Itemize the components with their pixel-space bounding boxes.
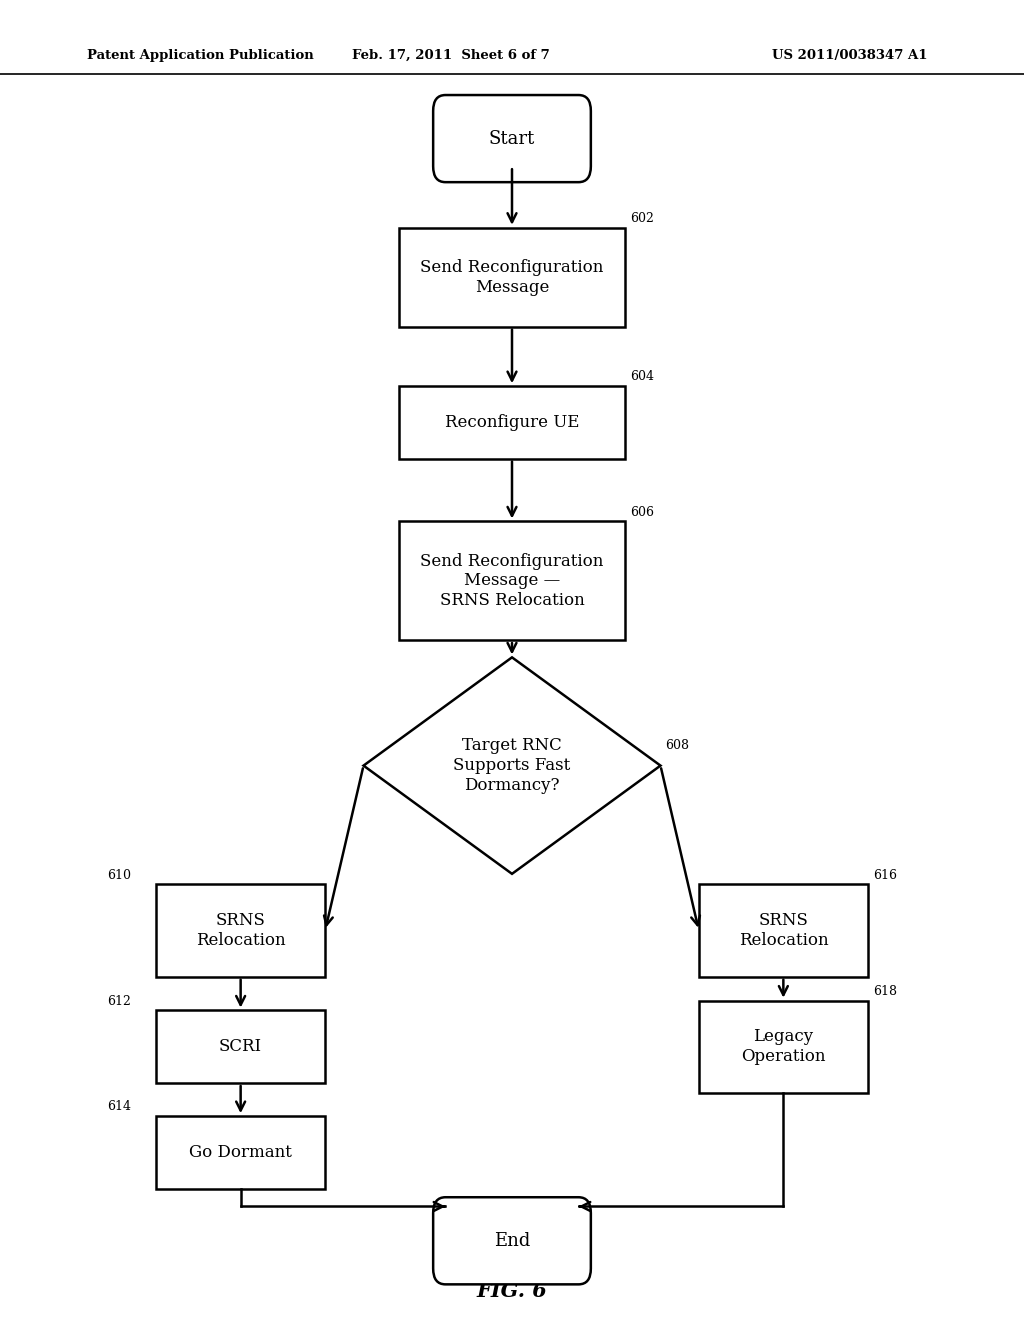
- Bar: [156, 1011, 326, 1082]
- Text: 610: 610: [106, 869, 131, 882]
- Text: Reconfigure UE: Reconfigure UE: [444, 414, 580, 430]
- Text: Go Dormant: Go Dormant: [189, 1144, 292, 1160]
- Bar: [156, 1117, 326, 1188]
- Text: SRNS
Relocation: SRNS Relocation: [196, 912, 286, 949]
- FancyBboxPatch shape: [433, 95, 591, 182]
- Text: End: End: [494, 1232, 530, 1250]
- Text: 618: 618: [872, 985, 897, 998]
- Text: SCRI: SCRI: [219, 1039, 262, 1055]
- Text: FIG. 6: FIG. 6: [476, 1280, 548, 1302]
- FancyBboxPatch shape: [433, 1197, 591, 1284]
- Text: 614: 614: [106, 1101, 131, 1114]
- Text: Send Reconfiguration
Message —
SRNS Relocation: Send Reconfiguration Message — SRNS Relo…: [420, 553, 604, 609]
- Bar: [399, 521, 625, 640]
- Text: Legacy
Operation: Legacy Operation: [741, 1028, 825, 1065]
- Bar: [156, 884, 326, 977]
- Polygon shape: [364, 657, 660, 874]
- Text: 602: 602: [630, 213, 653, 224]
- Text: Start: Start: [488, 129, 536, 148]
- Bar: [698, 884, 868, 977]
- Text: SRNS
Relocation: SRNS Relocation: [738, 912, 828, 949]
- Text: Target RNC
Supports Fast
Dormancy?: Target RNC Supports Fast Dormancy?: [454, 738, 570, 793]
- Text: Feb. 17, 2011  Sheet 6 of 7: Feb. 17, 2011 Sheet 6 of 7: [351, 49, 550, 62]
- Text: 612: 612: [106, 995, 131, 1008]
- Text: US 2011/0038347 A1: US 2011/0038347 A1: [772, 49, 928, 62]
- Text: 616: 616: [872, 869, 897, 882]
- Text: Patent Application Publication: Patent Application Publication: [87, 49, 313, 62]
- Bar: [399, 385, 625, 458]
- Text: 606: 606: [630, 506, 653, 519]
- Bar: [698, 1001, 868, 1093]
- Text: 608: 608: [666, 739, 689, 752]
- Text: 604: 604: [630, 371, 653, 383]
- Text: Send Reconfiguration
Message: Send Reconfiguration Message: [420, 259, 604, 296]
- Bar: [399, 227, 625, 326]
